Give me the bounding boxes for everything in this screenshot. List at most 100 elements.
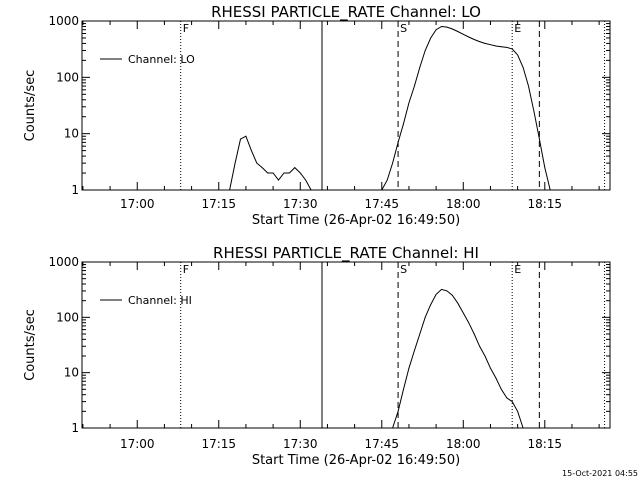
panel-1-data-point [414, 85, 415, 87]
panel-1-x-axis-label: Start Time (26-Apr-02 16:49:50) [252, 213, 460, 228]
panel-2-data-point [446, 290, 448, 292]
panel-1-data-point [430, 37, 432, 39]
panel-1-y-tick-label: 1 [71, 183, 79, 197]
panel-1-data-point [511, 48, 513, 50]
panel-1-data-point [528, 85, 529, 87]
panel-1-axes-frame [81, 20, 611, 191]
panel-2-marker-label-E: E [514, 263, 521, 276]
panel-2-data-point [419, 333, 421, 335]
panel-2-data-point [473, 333, 475, 335]
panel-1-data-point [495, 45, 497, 47]
panel-2-data-point [479, 345, 480, 347]
panel-2-axes-frame [81, 261, 611, 429]
panel-2-data-point [424, 316, 426, 318]
panel-1-legend-label: Channel: LO [128, 53, 195, 66]
panel-2-data-point [403, 388, 404, 390]
panel-1-x-tick-label: 17:30 [283, 197, 318, 211]
panel-2-data-point [408, 367, 410, 369]
panel-2-title: RHESSI PARTICLE_RATE Channel: HI [213, 244, 479, 263]
panel-1-data-point [441, 26, 442, 27]
panel-1-data-point [522, 67, 524, 68]
panel-1-data-point [403, 123, 404, 125]
panel-2-data-point [430, 304, 432, 305]
panel-1-x-tick-label: 17:00 [120, 197, 155, 211]
panel-1-series-line-1 [229, 25, 551, 191]
panel-2-x-tick-label: 17:15 [201, 437, 236, 451]
panel-1-data-point [305, 179, 307, 181]
panel-1-data-point [256, 162, 258, 164]
panel-1-x-tick-label: 17:15 [201, 197, 236, 211]
panel-1-y-tick-label: 1000 [48, 14, 79, 28]
panel-1-data-point [479, 41, 480, 42]
panel-2-y-tick-label: 1000 [48, 255, 79, 269]
panel-1-data-point [408, 102, 410, 104]
panel-2-data-point [490, 367, 491, 369]
panel-2-x-axis-label: Start Time (26-Apr-02 16:49:50) [252, 453, 460, 468]
panel-1-data-point [452, 28, 453, 30]
panel-2-data-point [495, 377, 497, 379]
panel-1-data-point [251, 150, 252, 152]
panel-2-data-point [511, 401, 513, 402]
panel-2-data-point [462, 312, 464, 314]
panel-1-data-point [272, 172, 274, 174]
panel-1-data-point [397, 142, 399, 143]
panel-2-data-point [506, 397, 508, 399]
panel-2-data-point [522, 427, 524, 429]
panel-1-data-point [240, 138, 241, 140]
panel-1-marker-label-E: E [514, 22, 521, 35]
panel-1-data-point [446, 26, 448, 28]
panel-2-data-point [392, 427, 393, 429]
panel-2-y-tick-label: 10 [64, 366, 79, 380]
panel-1-data-point [234, 162, 236, 164]
panel-1-data-point [261, 167, 263, 169]
panel-1-data-point [457, 31, 459, 32]
panel-1-data-point [435, 29, 437, 31]
panel-1-data-point [386, 179, 388, 181]
panel-2-x-tick-label: 17:30 [283, 437, 318, 451]
panel-2-legend-label: Channel: HI [128, 294, 192, 307]
panel-2-y-tick-label: 1 [71, 421, 79, 435]
footer-timestamp: 15-Oct-2021 04:55 [562, 469, 638, 478]
panel-1-data-point [283, 172, 285, 174]
panel-2-data-point [397, 410, 399, 412]
panel-1-data-point [539, 138, 540, 140]
panel-2-data-point [500, 388, 502, 390]
panel-2-x-tick-label: 18:15 [527, 437, 562, 451]
panel-2-y-axis-label: Counts/sec [23, 309, 38, 381]
panel-1-data-point [533, 110, 535, 112]
panel-2-marker-label-S: S [400, 263, 407, 276]
panel-2-data-point [452, 294, 453, 296]
panel-1-data-point [490, 44, 491, 46]
panel-2-data-point [441, 289, 442, 290]
panel-1-x-tick-label: 17:45 [364, 197, 399, 211]
panel-1-data-point [473, 39, 475, 40]
panel-2-data-point [517, 410, 518, 412]
panel-2-data-point [468, 322, 470, 324]
panel-2-x-tick-label: 17:00 [120, 437, 155, 451]
panel-1-data-point [229, 189, 231, 191]
panel-1-data-point [500, 46, 502, 48]
panel-1-y-tick-label: 100 [56, 70, 79, 84]
panel-1-marker-label-S: S [400, 22, 407, 35]
panel-1-x-tick-label: 18:00 [446, 197, 481, 211]
panel-2-x-tick-label: 17:45 [364, 437, 399, 451]
panel-2-series-line-1 [392, 288, 524, 429]
panel-1-marker-label-F: F [183, 22, 189, 35]
panel-2-data-point [457, 302, 459, 304]
panel-2-data-point [414, 350, 415, 351]
panel-1-data-point [245, 135, 247, 137]
panel-1-data-point [517, 54, 518, 56]
panel-1-data-point [310, 189, 312, 191]
panel-1-data-point [267, 172, 269, 174]
panel-2-data-point [484, 355, 486, 357]
panel-1-data-point [424, 50, 426, 51]
panel-2-marker-label-F: F [183, 263, 189, 276]
panel-1-data-point [462, 33, 464, 35]
panel-2-y-tick-label: 100 [56, 310, 79, 324]
panel-1-y-tick-label: 10 [64, 127, 79, 141]
panel-1-title: RHESSI PARTICLE_RATE Channel: LO [211, 3, 481, 22]
panel-2-data-point [435, 294, 437, 295]
panel-1-data-point [299, 172, 301, 174]
